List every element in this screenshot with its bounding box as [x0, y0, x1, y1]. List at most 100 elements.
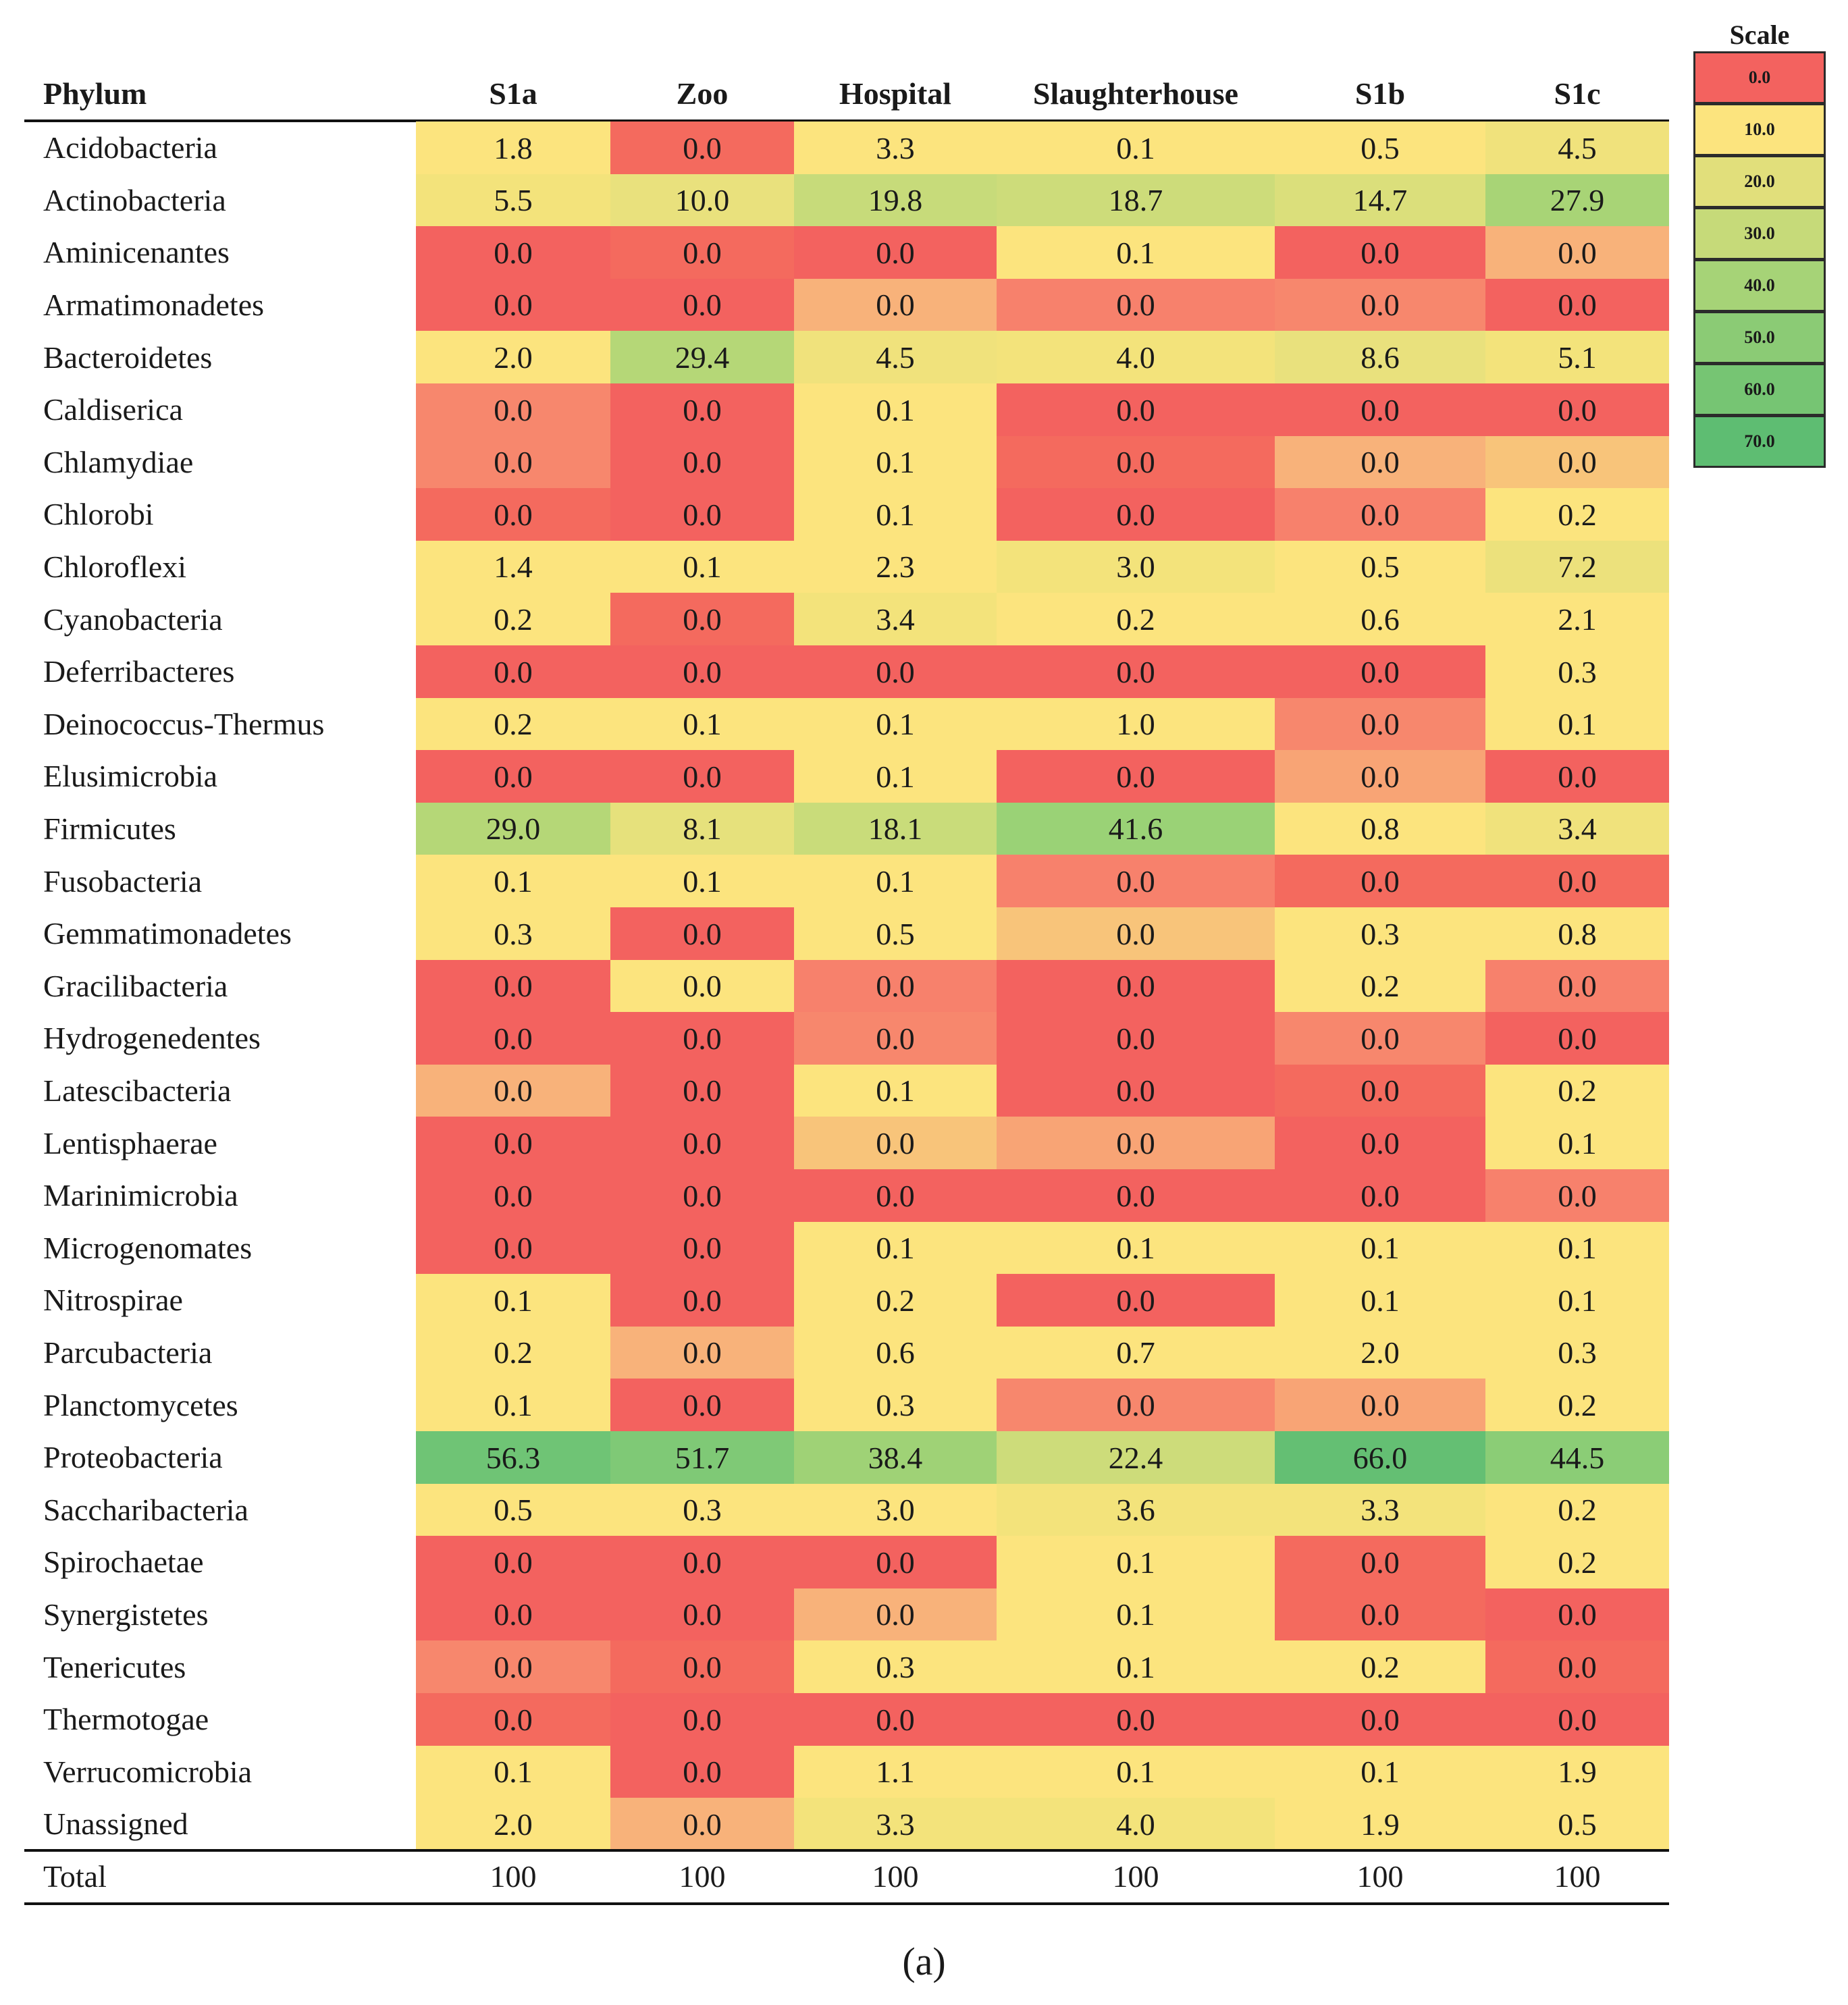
heatmap-cell: 0.2 [794, 1274, 997, 1327]
heatmap-cell: 0.0 [1275, 1379, 1485, 1432]
heatmap-cell: 0.0 [416, 383, 610, 436]
heatmap-cell: 0.0 [1485, 750, 1669, 803]
heatmap-cell: 5.1 [1485, 331, 1669, 384]
heatmap-cell: 0.3 [416, 907, 610, 960]
heatmap-cell: 0.1 [1275, 1221, 1485, 1275]
phylum-label: Spirochaetae [43, 1545, 204, 1580]
table-row: Nitrospirae 0.1 0.0 0.2 0.0 0.1 0.1 [24, 1274, 1669, 1327]
phylum-label: Deferribacteres [43, 654, 235, 689]
phylum-label: Planctomycetes [43, 1387, 238, 1422]
heatmap-cell: 0.6 [1275, 593, 1485, 646]
heatmap-cell: 0.1 [794, 750, 997, 803]
heatmap-cell: 14.7 [1275, 173, 1485, 227]
heatmap-cell: 0.5 [1275, 540, 1485, 593]
heatmap-cell: 4.0 [997, 331, 1275, 384]
heatmap-cell: 0.0 [610, 1169, 794, 1222]
heatmap-cell: 0.0 [416, 488, 610, 541]
heatmap-cell: 0.0 [1485, 1693, 1669, 1746]
heatmap-cell: 1.9 [1485, 1745, 1669, 1798]
phylum-label: Chloroflexi [43, 550, 187, 585]
phylum-label: Caldiserica [43, 392, 183, 427]
heatmap-cell: 51.7 [610, 1431, 794, 1484]
table-row: Microgenomates 0.0 0.0 0.1 0.1 0.1 0.1 [24, 1221, 1669, 1275]
column-header-phylum: Phylum [43, 76, 147, 111]
table-row: Latescibacteria 0.0 0.0 0.1 0.0 0.0 0.2 [24, 1064, 1669, 1117]
phylum-label: Chlamydiae [43, 444, 194, 479]
heatmap-cell: 0.0 [997, 1117, 1275, 1170]
heatmap-cell: 0.1 [416, 855, 610, 908]
phylum-label: Armatimonadetes [43, 288, 265, 323]
heatmap-cell: 0.1 [997, 226, 1275, 279]
heatmap-cell: 0.0 [1275, 1536, 1485, 1589]
heatmap-cell: 0.0 [416, 1117, 610, 1170]
heatmap-cell: 0.1 [997, 122, 1275, 174]
scale-swatch: 10.0 [1693, 103, 1826, 156]
heatmap-cell: 0.0 [610, 435, 794, 489]
heatmap-cell: 2.3 [794, 540, 997, 593]
heatmap-cell: 2.0 [416, 331, 610, 384]
table-row: Bacteroidetes 2.0 29.4 4.5 4.0 8.6 5.1 [24, 331, 1669, 384]
heatmap-cell: 0.0 [794, 1588, 997, 1641]
column-header: Slaughterhouse [1032, 76, 1239, 111]
heatmap-cell: 0.0 [416, 645, 610, 698]
table-row: Unassigned 2.0 0.0 3.3 4.0 1.9 0.5 [24, 1798, 1669, 1851]
heatmap-cell: 0.0 [997, 435, 1275, 489]
heatmap-cell: 7.2 [1485, 540, 1669, 593]
phylum-label: Lentisphaerae [43, 1125, 217, 1160]
table-row: Deinococcus-Thermus 0.2 0.1 0.1 1.0 0.0 0.1 [24, 697, 1669, 751]
heatmap-cell: 3.6 [997, 1483, 1275, 1536]
heatmap-cell: 0.5 [794, 907, 997, 960]
phylum-label: Proteobacteria [43, 1440, 223, 1475]
heatmap-cell: 0.0 [610, 1012, 794, 1065]
table-row: Lentisphaerae 0.0 0.0 0.0 0.0 0.0 0.1 [24, 1117, 1669, 1170]
table-row: Planctomycetes 0.1 0.0 0.3 0.0 0.0 0.2 [24, 1379, 1669, 1432]
table-row: Elusimicrobia 0.0 0.0 0.1 0.0 0.0 0.0 [24, 750, 1669, 803]
table-row: Proteobacteria 56.3 51.7 38.4 22.4 66.0 44.5 [24, 1431, 1669, 1484]
heatmap-cell: 0.0 [794, 226, 997, 279]
heatmap-cell: 0.2 [1275, 959, 1485, 1013]
bottom-rule [24, 1902, 1669, 1906]
heatmap-cell: 0.0 [1485, 278, 1669, 331]
heatmap-cell: 0.0 [794, 1169, 997, 1222]
heatmap-cell: 0.1 [997, 1640, 1275, 1694]
heatmap-cell: 0.0 [997, 488, 1275, 541]
heatmap-cell: 0.1 [610, 697, 794, 751]
heatmap-cell: 0.2 [1485, 488, 1669, 541]
phylum-label: Elusimicrobia [43, 759, 218, 794]
heatmap-cell: 2.0 [416, 1798, 610, 1851]
phylum-label: Verrucomicrobia [43, 1754, 253, 1789]
total-value: 100 [490, 1859, 537, 1894]
heatmap-cell: 0.2 [1485, 1064, 1669, 1117]
heatmap-cell: 0.0 [1275, 1588, 1485, 1641]
heatmap-cell: 0.0 [1485, 959, 1669, 1013]
table-row: Armatimonadetes 0.0 0.0 0.0 0.0 0.0 0.0 [24, 278, 1669, 331]
heatmap-cell: 0.2 [997, 593, 1275, 646]
heatmap-cell: 3.3 [794, 1798, 997, 1851]
heatmap-cell: 0.0 [416, 226, 610, 279]
heatmap-cell: 0.0 [1275, 1693, 1485, 1746]
total-value: 100 [1554, 1859, 1601, 1894]
heatmap-cell: 0.1 [794, 488, 997, 541]
heatmap-cell: 0.1 [794, 855, 997, 908]
heatmap-cell: 0.0 [416, 959, 610, 1013]
heatmap-cell: 1.8 [416, 122, 610, 174]
heatmap-cell: 0.0 [416, 1693, 610, 1746]
heatmap-cell: 0.1 [416, 1274, 610, 1327]
heatmap-cell: 0.0 [610, 278, 794, 331]
heatmap-cell: 0.0 [1275, 1064, 1485, 1117]
heatmap-cell: 0.3 [1485, 1326, 1669, 1379]
heatmap-cell: 0.0 [416, 750, 610, 803]
heatmap-cell: 0.1 [416, 1379, 610, 1432]
heatmap-cell: 0.0 [610, 1379, 794, 1432]
heatmap-cell: 0.1 [794, 435, 997, 489]
heatmap-cell: 41.6 [997, 802, 1275, 855]
heatmap-cell: 0.0 [416, 1012, 610, 1065]
heatmap-cell: 0.0 [1485, 226, 1669, 279]
table-row: Aminicenantes 0.0 0.0 0.0 0.1 0.0 0.0 [24, 226, 1669, 279]
heatmap-cell: 0.0 [997, 278, 1275, 331]
heatmap-cell: 38.4 [794, 1431, 997, 1484]
heatmap-cell: 0.0 [610, 383, 794, 436]
table-row: Verrucomicrobia 0.1 0.0 1.1 0.1 0.1 1.9 [24, 1745, 1669, 1798]
heatmap-cell: 3.4 [1485, 802, 1669, 855]
table-row: Actinobacteria 5.5 10.0 19.8 18.7 14.7 27.9 [24, 173, 1669, 227]
